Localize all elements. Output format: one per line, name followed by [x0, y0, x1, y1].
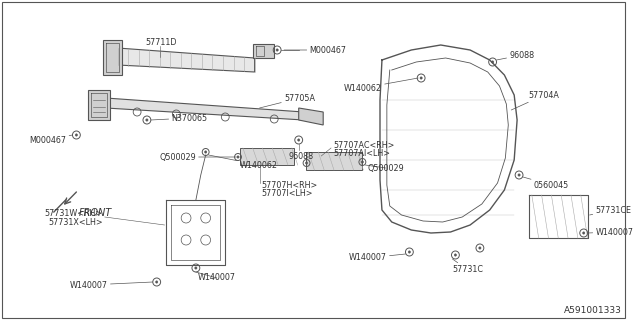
Circle shape [276, 49, 278, 51]
Text: W140007: W140007 [588, 228, 634, 236]
Circle shape [305, 162, 308, 164]
Polygon shape [106, 98, 303, 120]
Text: 57707AC<RH>: 57707AC<RH> [333, 140, 394, 149]
Text: M000467: M000467 [29, 135, 72, 145]
Polygon shape [299, 108, 323, 125]
Text: 57707AI<LH>: 57707AI<LH> [333, 148, 390, 157]
Circle shape [298, 139, 300, 141]
Text: 57707H<RH>: 57707H<RH> [262, 180, 317, 189]
Text: 57731W<RH>: 57731W<RH> [45, 209, 103, 218]
Circle shape [420, 77, 422, 79]
Circle shape [237, 156, 239, 158]
Text: 57704A: 57704A [511, 91, 560, 110]
Circle shape [518, 174, 520, 176]
Text: N370065: N370065 [151, 114, 207, 123]
Text: W140007: W140007 [349, 253, 406, 262]
Text: 57731X<LH>: 57731X<LH> [48, 218, 103, 227]
Text: 57711D: 57711D [145, 37, 177, 46]
Circle shape [582, 232, 585, 234]
Text: 57705A: 57705A [260, 93, 315, 108]
Text: 0560045: 0560045 [523, 177, 569, 189]
Circle shape [408, 251, 410, 253]
Circle shape [76, 134, 77, 136]
Text: W140062: W140062 [209, 155, 278, 170]
Polygon shape [253, 44, 274, 58]
Polygon shape [103, 40, 122, 75]
Circle shape [361, 161, 364, 163]
Text: W140007: W140007 [70, 281, 153, 290]
Polygon shape [118, 48, 255, 72]
Circle shape [479, 247, 481, 249]
Circle shape [454, 254, 456, 256]
Polygon shape [305, 152, 362, 170]
Text: W140007: W140007 [196, 272, 236, 283]
Circle shape [205, 151, 207, 153]
Circle shape [195, 267, 197, 269]
Circle shape [156, 281, 158, 283]
Text: 57731C: 57731C [452, 259, 483, 275]
Text: W140062: W140062 [344, 78, 418, 92]
Polygon shape [88, 90, 109, 120]
Circle shape [492, 61, 494, 63]
Polygon shape [240, 148, 294, 165]
Text: 57731CE: 57731CE [589, 205, 632, 215]
Text: A591001333: A591001333 [564, 306, 622, 315]
Text: 57707I<LH>: 57707I<LH> [262, 188, 313, 197]
Text: 96088: 96088 [497, 51, 534, 60]
Text: M000467: M000467 [284, 45, 346, 54]
Text: Q500029: Q500029 [365, 164, 404, 172]
Text: 96088: 96088 [289, 152, 314, 161]
Text: Q500029: Q500029 [159, 153, 236, 162]
Circle shape [146, 119, 148, 121]
Text: FRONT: FRONT [78, 208, 111, 218]
